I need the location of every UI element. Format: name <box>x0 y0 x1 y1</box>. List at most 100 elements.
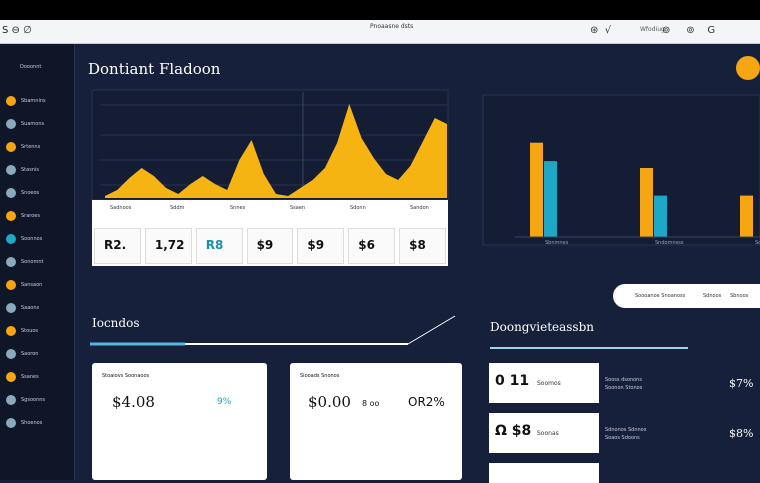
row-box <box>489 363 599 403</box>
row-label: Soonas <box>537 430 559 437</box>
nav-icon[interactable] <box>6 326 16 336</box>
nav-label[interactable]: Soonnos <box>21 236 43 242</box>
stat-cell <box>246 228 294 264</box>
area-labels: Sadnoos Sddm Snnes Ssaen Sdonn Sandon <box>92 200 448 214</box>
nav-icon[interactable] <box>6 234 16 244</box>
section-title: Iocndos <box>92 316 140 330</box>
top-strip <box>0 0 760 20</box>
nav-icon[interactable] <box>6 280 16 290</box>
pill-text: Soooanoe Snoanoss <box>635 293 686 299</box>
pill-text: Sbnoos <box>730 293 749 299</box>
nav-label[interactable]: Stasnis <box>21 167 39 173</box>
pill[interactable]: Soooanoe Snoanoss Sdnoos Sbnoos <box>613 284 760 308</box>
nav-label[interactable]: Sbamnins <box>21 98 46 104</box>
nav-label[interactable]: Saoron <box>21 351 39 357</box>
nav-icon[interactable] <box>6 142 16 152</box>
nav-label[interactable]: Sgsoonns <box>21 397 46 403</box>
row-desc: Soonon Stonos <box>605 385 643 391</box>
section-title: Doongvieteassbn <box>490 320 595 334</box>
card[interactable]: Stoaiovs Soonaoos $4.08 9% <box>92 363 267 480</box>
card-badge: 9% <box>217 397 232 407</box>
area-label: Sddm <box>170 205 185 211</box>
card-extra: OR2% <box>408 395 445 409</box>
nav-label[interactable]: Sraroes <box>21 213 40 219</box>
stat-value: $9 <box>307 238 325 252</box>
list: 0 11 Soomos Sooss dsonons Soonon Stonos $7% Ω… <box>489 363 760 483</box>
nav-label[interactable]: Ssanes <box>21 374 39 380</box>
bar <box>544 161 557 237</box>
nav-icon[interactable] <box>6 372 16 382</box>
bar-panel <box>482 94 760 246</box>
stat-value: R2. <box>104 238 127 252</box>
row-box <box>489 463 599 483</box>
top-icons[interactable]: S ⊖ ∅ <box>2 25 32 36</box>
bar <box>740 195 753 237</box>
area <box>105 104 447 198</box>
nav-icon[interactable] <box>6 349 16 359</box>
card-badge: 8 oo <box>362 399 380 408</box>
x-tick-label: Sdonlns <box>755 240 760 246</box>
stat-value: $8 <box>409 238 426 252</box>
nav-label[interactable]: Sonomnt <box>21 259 44 265</box>
stat-cell <box>144 228 192 264</box>
bar <box>640 168 653 237</box>
nav-icon[interactable] <box>6 188 16 198</box>
nav-label[interactable]: Sansaon <box>21 282 43 288</box>
stat-value: R8 <box>205 238 224 252</box>
row-num: Ω $8 <box>495 423 532 439</box>
row-value: $7% <box>729 377 754 390</box>
pill-text: Sdnoos <box>703 293 722 299</box>
nav-label[interactable]: Stouos <box>21 328 39 334</box>
nav-icon[interactable] <box>6 257 16 267</box>
nav-icon[interactable] <box>6 303 16 313</box>
top-actions[interactable]: ⊛ √ ⊚ ⊚ G <box>590 25 716 36</box>
stat-cell <box>399 228 446 264</box>
stat-value: $9 <box>256 238 274 252</box>
area-label: Sdonn <box>350 205 366 211</box>
nav-icon[interactable] <box>6 211 16 221</box>
bar <box>530 142 543 237</box>
slider-line <box>407 315 456 345</box>
row-label: Soomos <box>537 380 561 387</box>
stat-value: $6 <box>358 238 375 252</box>
row-desc: Soaos Sdoons <box>605 435 640 441</box>
brand: Dooonnt <box>20 64 42 70</box>
card-value: $4.08 <box>112 393 155 411</box>
page-title: Dontiant Fladoon <box>88 60 221 78</box>
stat-cell <box>94 228 141 264</box>
area-label: Sandon <box>410 205 429 211</box>
stats-row: R2. 1,72 R8 $9 $9 $6 $8 <box>92 228 448 266</box>
top-bar: S ⊖ ∅ Pnoaasne dsts Wfodiug ⊛ √ ⊚ ⊚ G <box>0 20 760 44</box>
area-label: Snnes <box>230 205 246 211</box>
row-box <box>489 413 599 453</box>
top-title: Pnoaasne dsts <box>370 23 414 30</box>
stat-cell <box>297 228 345 264</box>
x-tick-label: Sbnmnes <box>545 240 569 246</box>
nav-icon[interactable] <box>6 395 16 405</box>
stat-cell <box>348 228 396 264</box>
card[interactable]: Siooads Snonos $0.00 8 oo OR2% <box>290 363 462 480</box>
nav-icon[interactable] <box>6 119 16 129</box>
nav-label[interactable]: Shoenos <box>21 420 43 426</box>
nav-label[interactable]: Srtenns <box>21 144 41 150</box>
bar <box>654 195 667 237</box>
area-label: Sadnoos <box>110 205 132 211</box>
card-header: Siooads Snonos <box>300 373 340 379</box>
nav-icon[interactable] <box>6 165 16 175</box>
top-right[interactable]: Wfodiug <box>640 26 665 33</box>
nav-label[interactable]: Snoeos <box>21 190 40 196</box>
nav-label[interactable]: Saaons <box>21 305 40 311</box>
x-tick-label: Sndomnsss <box>655 240 684 246</box>
area-label: Ssaen <box>290 205 306 211</box>
row-desc: Sdnonos Sdnnos <box>605 427 647 433</box>
stat-cell <box>195 228 243 264</box>
nav-icon[interactable] <box>6 418 16 428</box>
row-num: 0 11 <box>495 373 530 389</box>
card-header: Stoaiovs Soonaoos <box>102 373 150 379</box>
card-value: $0.00 <box>308 393 351 411</box>
nav-label[interactable]: Suamons <box>21 121 45 127</box>
nav-icon[interactable] <box>6 96 16 106</box>
title-badge[interactable] <box>736 56 760 80</box>
sidebar: Dooonnt Sbamnins Suamons Srtenns Stasnis Sno… <box>0 44 75 480</box>
